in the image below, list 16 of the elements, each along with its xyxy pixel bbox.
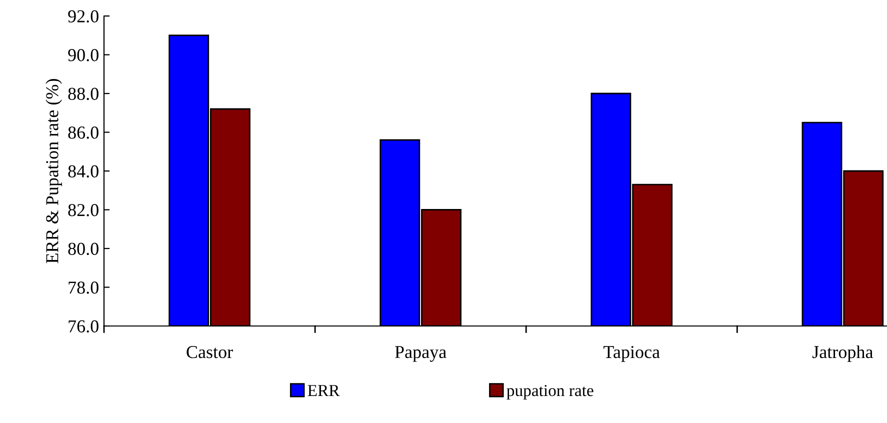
x-tick-label: Castor	[186, 346, 233, 358]
y-axis-title: ERR & Pupation rate (%)	[46, 79, 62, 264]
y-tick-label: 82.0	[68, 204, 98, 216]
y-tick-label: 90.0	[68, 49, 98, 62]
y-tick-label: 78.0	[68, 282, 98, 294]
x-tick-label: Papaya	[395, 346, 446, 362]
y-tick-label: 76.0	[68, 320, 98, 333]
y-tick-label: 86.0	[68, 126, 98, 139]
x-tick-label: Tapioca	[604, 346, 660, 362]
y-tick-label: 80.0	[68, 242, 98, 256]
x-tick-label: Jatropha	[812, 345, 874, 362]
y-tick-label: 92.0	[68, 10, 98, 23]
y-tick-label: 88.0	[68, 88, 98, 100]
y-tick-label: 84.0	[68, 165, 98, 178]
legend-label: pupation rate	[506, 384, 594, 400]
legend-label: ERR	[308, 385, 340, 396]
